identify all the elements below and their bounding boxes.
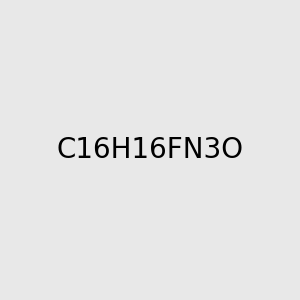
Text: C16H16FN3O: C16H16FN3O — [56, 136, 244, 164]
